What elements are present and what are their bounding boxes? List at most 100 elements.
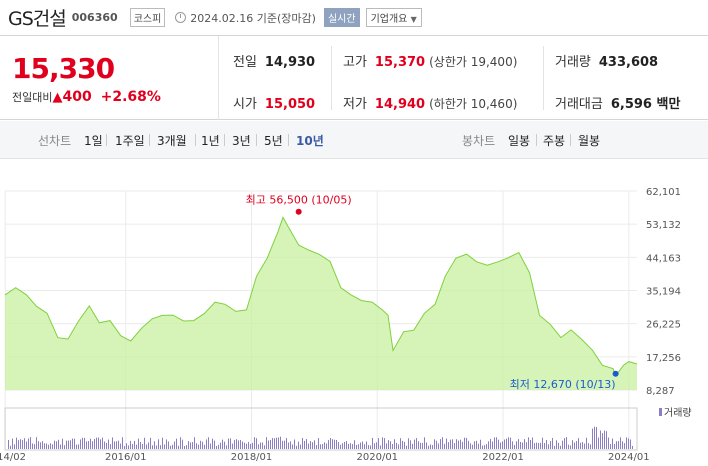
up-triangle-icon: ▲ [52, 90, 63, 105]
volume-bar [216, 445, 217, 449]
tab-1d[interactable]: 1일 [84, 134, 103, 148]
volume-bar [28, 438, 29, 449]
realtime-button[interactable]: 실시간 [323, 8, 360, 27]
volume-bar [56, 441, 57, 449]
volume-bar [460, 439, 461, 449]
tab-5y[interactable]: 5년 [264, 134, 283, 148]
volume-bar [444, 443, 445, 449]
volume-bar [178, 445, 179, 449]
volume-bar [92, 441, 93, 449]
volume-bar [342, 443, 343, 449]
volume-bar [298, 441, 299, 449]
volume-bar [280, 436, 281, 449]
volume-bar [622, 441, 623, 449]
open-value: 15,050 [264, 97, 316, 112]
volume-bar [238, 440, 239, 449]
volume-bar [598, 437, 599, 449]
low-marker [612, 370, 619, 377]
volume-label: 거래량 [555, 55, 591, 70]
volume-bar [604, 430, 605, 449]
price-line [4, 216, 638, 377]
volume-bar [150, 437, 151, 449]
volume-bar [328, 440, 329, 449]
volume-bar [214, 440, 215, 449]
volume-bar [174, 441, 175, 449]
volume-bar [580, 442, 581, 449]
volume-bar [608, 437, 609, 449]
change-percent: +2.68% [100, 89, 161, 105]
volume-bar [72, 438, 73, 449]
tab-10y[interactable]: 10년 [296, 134, 324, 148]
open-label: 시가 [233, 97, 257, 112]
volume-bar [140, 442, 141, 449]
volume-bar [168, 441, 169, 449]
volume-bar [472, 444, 473, 449]
volume-bar [208, 437, 209, 449]
tab-1w[interactable]: 1주일 [115, 134, 145, 148]
volume-bar [90, 438, 91, 449]
volume-bar [116, 441, 117, 449]
volume-bar [584, 443, 585, 449]
volume-bar [230, 438, 231, 449]
volume-bar [154, 441, 155, 449]
volume-bar [74, 438, 75, 449]
volume-bar [578, 438, 579, 449]
volume-bar [606, 431, 607, 449]
volume-bar [258, 444, 259, 449]
volume-bar [582, 442, 583, 449]
prev-close-value: 14,930 [264, 55, 316, 70]
tab-weekly[interactable]: 주봉 [543, 134, 566, 148]
tab-3y[interactable]: 3년 [232, 134, 251, 148]
volume-bar [414, 439, 415, 449]
low-cell: 저가 14,940 (하한가 10,460) [343, 93, 517, 112]
volume-bar [558, 442, 559, 449]
volume-bar [568, 444, 569, 449]
volume-bar [410, 440, 411, 449]
volume-bar [318, 438, 319, 449]
price-area [5, 217, 637, 390]
volume-bar [30, 437, 31, 449]
volume-bar [378, 438, 379, 449]
tab-1y[interactable]: 1년 [201, 134, 220, 148]
volume-bar [278, 437, 279, 449]
volume-bar [108, 439, 109, 449]
tab-monthly[interactable]: 월봉 [578, 134, 601, 148]
volume-bar [156, 445, 157, 449]
volume-bar [356, 444, 357, 449]
company-info-dropdown[interactable]: 기업개요 ▼ [365, 8, 422, 27]
volume-bar [534, 443, 535, 449]
volume-bar [36, 437, 37, 449]
volume-bar [336, 439, 337, 449]
candle-chart-label: 봉차트 [462, 134, 496, 148]
volume-bar [624, 443, 625, 449]
volume-bar [262, 442, 263, 449]
tab-3m[interactable]: 3개월 [157, 134, 187, 148]
volume-bar [374, 443, 375, 449]
volume-bar [300, 444, 301, 449]
volume-bar [254, 437, 255, 449]
tab-daily[interactable]: 일봉 [508, 134, 531, 148]
volume-bar [504, 439, 505, 449]
volume-bar [186, 445, 187, 449]
volume-bar [392, 443, 393, 449]
volume-bar [350, 443, 351, 449]
volume-bar [366, 441, 367, 449]
volume-bar [462, 441, 463, 449]
volume-bar [424, 437, 425, 449]
volume-bar [396, 442, 397, 449]
volume-bar [144, 437, 145, 449]
volume-bar [552, 437, 553, 449]
volume-bar [364, 444, 365, 449]
volume-bar [202, 441, 203, 449]
volume-bar [394, 439, 395, 449]
volume-bar [334, 439, 335, 449]
volume-bar [530, 440, 531, 449]
volume-bar [82, 437, 83, 449]
stock-code: 006360 [71, 11, 118, 24]
volume-bar [594, 426, 595, 449]
volume-bar [454, 443, 455, 449]
volume-bar [560, 445, 561, 449]
volume-bar [550, 441, 551, 449]
volume-bar [476, 440, 477, 449]
price-chart[interactable]: 62,101 53,132 44,163 35,194 26,225 17,256 8,28… [0, 160, 708, 466]
